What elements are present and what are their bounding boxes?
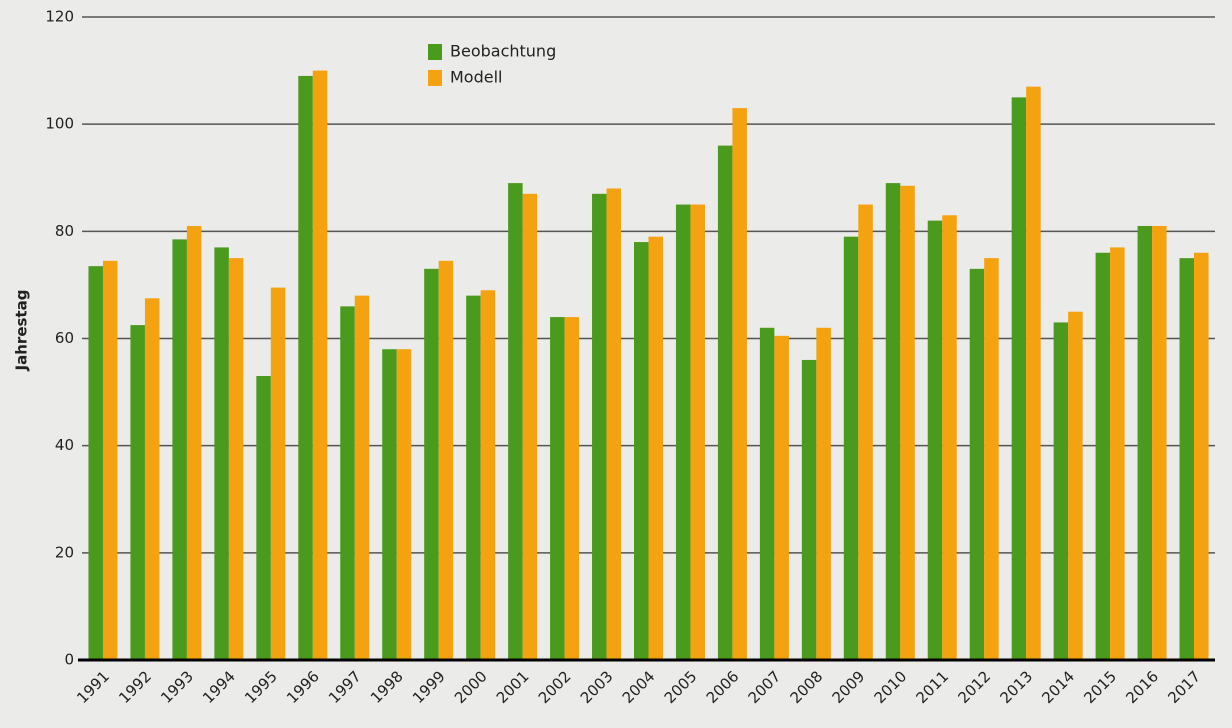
bar [144, 298, 160, 660]
x-tick-label: 2005 [661, 667, 701, 707]
y-tick-label: 20 [55, 543, 74, 561]
y-tick-label: 60 [55, 329, 74, 347]
bar [340, 306, 355, 660]
bar [382, 349, 397, 660]
bar [843, 236, 859, 661]
bar [774, 335, 789, 660]
bar [927, 220, 943, 660]
x-tick-label: 2010 [871, 667, 911, 707]
bar [969, 268, 985, 660]
bar [1026, 86, 1041, 661]
bar [1194, 252, 1209, 660]
x-tick-label: 1995 [241, 667, 281, 707]
x-tick-label: 2014 [1038, 667, 1078, 707]
x-tick-label: 2007 [745, 667, 785, 707]
bar [256, 376, 271, 660]
bar [214, 247, 229, 661]
bar [900, 185, 915, 660]
bar [816, 327, 831, 660]
x-tick-label: 2017 [1164, 667, 1204, 707]
x-tick-label: 2000 [451, 667, 491, 707]
y-tick-label: 120 [45, 8, 74, 26]
x-tick-label: 1999 [409, 667, 449, 707]
x-tick-label: 2004 [619, 667, 659, 707]
bar [732, 108, 747, 660]
bar [942, 215, 957, 660]
bar [424, 268, 439, 660]
bar [508, 183, 523, 660]
legend-label: Beobachtung [450, 42, 556, 61]
bar [102, 260, 118, 660]
bar [1137, 225, 1153, 660]
bar [172, 239, 187, 660]
x-tick-label: 2013 [996, 667, 1036, 707]
y-axis-label: Jahrestag [13, 290, 31, 372]
x-tick-label: 2009 [829, 667, 869, 707]
bar [1095, 252, 1111, 660]
bar [606, 188, 622, 660]
x-tick-label: 1994 [199, 667, 239, 707]
bar [438, 260, 454, 660]
bar [690, 204, 705, 660]
y-tick-label: 80 [55, 222, 74, 240]
bar [1053, 322, 1069, 660]
bar [634, 242, 649, 661]
bar [270, 287, 286, 660]
x-tick-label: 1993 [157, 667, 197, 707]
bar [858, 204, 873, 660]
bar [648, 236, 663, 661]
bar [801, 359, 817, 660]
x-tick-label: 2008 [787, 667, 827, 707]
y-tick-label: 100 [45, 115, 74, 133]
bar [1068, 311, 1083, 660]
x-tick-label: 2001 [493, 667, 533, 707]
bar [298, 75, 313, 661]
legend-swatch [428, 70, 442, 86]
bar [1110, 247, 1125, 661]
bar [1011, 97, 1027, 660]
x-tick-label: 2016 [1122, 667, 1162, 707]
bar [984, 258, 999, 660]
x-tick-label: 1997 [325, 667, 365, 707]
bar [550, 317, 565, 660]
bar [1179, 258, 1195, 660]
bar [228, 258, 244, 660]
x-tick-label: 2003 [577, 667, 617, 707]
bar [592, 193, 607, 660]
bar [354, 295, 370, 660]
y-tick-label: 40 [55, 436, 74, 454]
bar [88, 266, 103, 660]
bar [885, 183, 901, 660]
bar [717, 145, 733, 661]
bar [759, 327, 775, 660]
x-tick-label: 2002 [535, 667, 575, 707]
x-tick-label: 2012 [954, 667, 994, 707]
legend-label: Modell [450, 68, 502, 87]
bar [675, 204, 691, 660]
bar [1152, 225, 1167, 660]
bar [186, 225, 202, 660]
x-tick-label: 2015 [1080, 667, 1120, 707]
x-tick-label: 2006 [703, 667, 743, 707]
x-tick-label: 2011 [913, 667, 953, 707]
legend-swatch [428, 44, 442, 60]
bar [522, 193, 538, 660]
x-tick-label: 1996 [283, 667, 323, 707]
bar [396, 349, 412, 660]
bar [480, 290, 496, 660]
bar [466, 295, 481, 660]
bar [564, 317, 580, 660]
x-tick-label: 1991 [73, 667, 113, 707]
x-tick-label: 1998 [367, 667, 407, 707]
bar [312, 70, 328, 661]
bar [130, 325, 145, 660]
y-tick-label: 0 [64, 651, 74, 669]
x-tick-label: 1992 [115, 667, 155, 707]
